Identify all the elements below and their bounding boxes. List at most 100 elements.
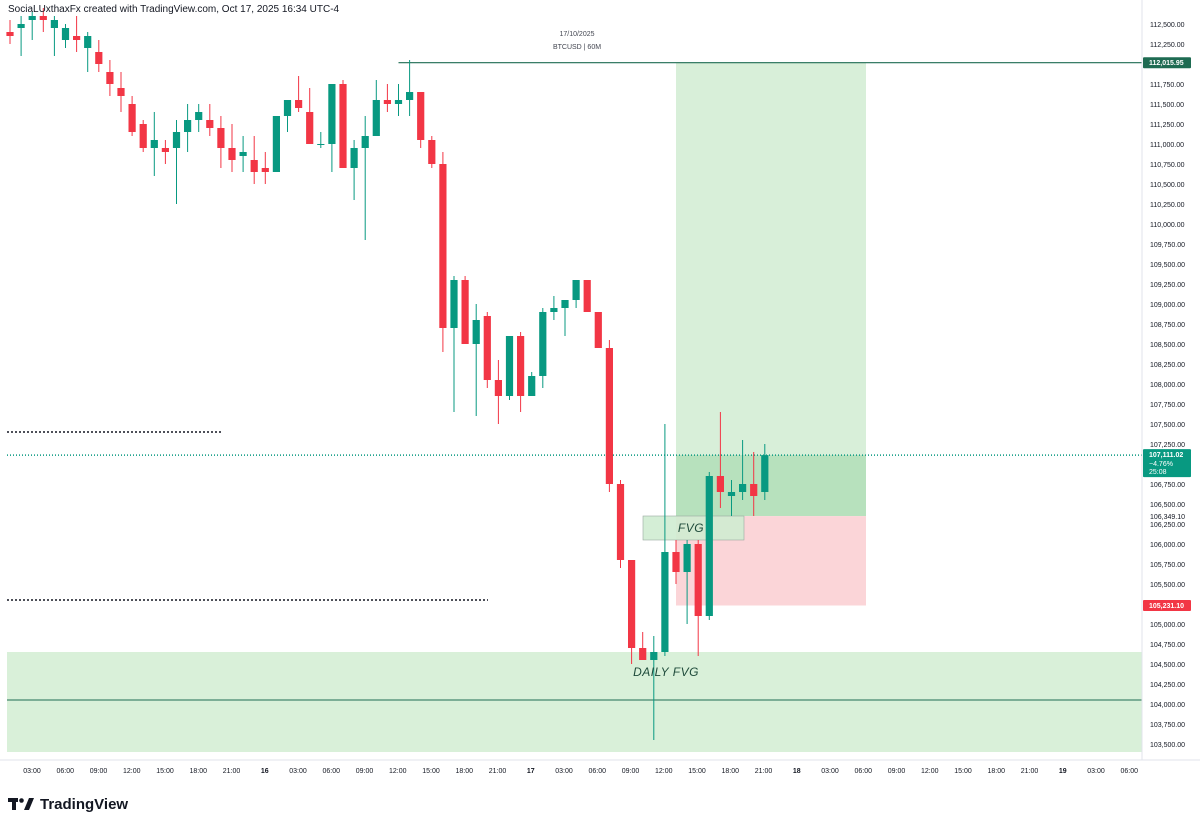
candle[interactable] (594, 312, 602, 348)
candle[interactable] (239, 136, 247, 172)
candle[interactable] (394, 84, 403, 116)
candle[interactable] (539, 308, 547, 388)
price-tick-label: 106,500.00 (1150, 502, 1185, 509)
price-axis[interactable]: 112,500.00112,250.00112,000.00111,750.00… (1141, 0, 1185, 760)
candle-body (494, 380, 502, 396)
candle[interactable] (550, 296, 558, 320)
candle[interactable] (628, 560, 636, 664)
candle[interactable] (172, 120, 181, 204)
candle[interactable] (39, 8, 47, 32)
price-tick-label: 105,500.00 (1150, 582, 1185, 589)
price-tick-label: 111,500.00 (1150, 102, 1184, 109)
candle[interactable] (17, 16, 25, 56)
candle[interactable] (206, 104, 214, 136)
candle[interactable] (217, 116, 225, 168)
candle[interactable] (561, 300, 569, 336)
candle[interactable] (750, 452, 758, 516)
candle[interactable] (639, 632, 647, 660)
candle[interactable] (661, 424, 669, 656)
candle[interactable] (650, 636, 658, 740)
candle[interactable] (317, 132, 325, 148)
candle[interactable] (306, 88, 314, 144)
candle[interactable] (572, 280, 580, 308)
candle[interactable] (261, 152, 269, 184)
candle-body (528, 376, 536, 396)
candle[interactable] (28, 12, 36, 40)
candles-layer[interactable] (6, 8, 769, 740)
candle[interactable] (439, 152, 447, 352)
candle-body (172, 132, 181, 148)
candle-body (716, 476, 724, 492)
fvg-zone (642, 515, 745, 541)
candle[interactable] (705, 472, 713, 620)
candle[interactable] (106, 60, 114, 96)
candle-body (439, 164, 447, 328)
candle[interactable] (450, 276, 458, 412)
candle-body (295, 100, 303, 108)
price-label-bg (1143, 510, 1193, 522)
candle[interactable] (605, 340, 613, 492)
candle[interactable] (517, 332, 525, 412)
candle[interactable] (150, 112, 158, 176)
candle[interactable] (616, 480, 625, 568)
candle[interactable] (461, 276, 469, 344)
price-tick-label: 109,000.00 (1150, 302, 1185, 309)
candle[interactable] (272, 116, 280, 172)
candle[interactable] (372, 80, 380, 136)
candle-body (572, 280, 580, 300)
candle[interactable] (139, 120, 147, 152)
candle[interactable] (494, 360, 502, 424)
candle[interactable] (428, 136, 436, 168)
candle[interactable] (328, 84, 336, 172)
candle[interactable] (716, 412, 724, 508)
candle[interactable] (228, 124, 236, 172)
candle[interactable] (184, 104, 192, 152)
candle[interactable] (417, 92, 425, 148)
candle[interactable] (528, 372, 536, 396)
candle[interactable] (339, 80, 347, 168)
candle-body (605, 348, 613, 484)
time-axis[interactable]: 03:00 06:00 09:00 12:00 15:00 18:00 21:00 16 03:… (0, 759, 1200, 775)
candle[interactable] (95, 40, 103, 72)
candle[interactable] (694, 540, 702, 656)
candle[interactable] (84, 32, 92, 72)
candle[interactable] (383, 84, 391, 112)
price-label-bg (1143, 449, 1191, 478)
candle[interactable] (195, 104, 203, 132)
price-tick-label: 109,250.00 (1150, 282, 1185, 289)
candle-body (350, 148, 358, 168)
candle[interactable] (672, 540, 680, 584)
candle[interactable] (250, 136, 258, 184)
candle[interactable] (61, 24, 70, 48)
candle[interactable] (73, 16, 81, 52)
candle[interactable] (161, 140, 169, 164)
candle[interactable] (406, 60, 414, 116)
candle[interactable] (6, 20, 14, 44)
candle[interactable] (361, 116, 369, 240)
watermark: 17/10/2025 BTCUSD | 60M (553, 31, 601, 51)
candle[interactable] (505, 336, 514, 400)
candle[interactable] (50, 16, 58, 56)
candle[interactable] (283, 100, 292, 132)
price-tick-label: 110,000.00 (1150, 222, 1185, 229)
candle-body (628, 560, 636, 648)
candle[interactable] (761, 444, 769, 500)
candle[interactable] (583, 280, 591, 312)
price-label-change: −4.76% (1149, 461, 1173, 468)
candle[interactable] (483, 312, 491, 388)
candle[interactable] (295, 76, 303, 112)
candle-body (517, 336, 525, 396)
candle-body (250, 160, 258, 172)
candle[interactable] (727, 480, 736, 516)
candle[interactable] (128, 96, 136, 136)
candle[interactable] (350, 140, 358, 200)
candle[interactable] (683, 540, 691, 624)
candle[interactable] (739, 440, 747, 500)
time-tick-label: 21:00 (489, 768, 507, 775)
candle[interactable] (472, 304, 480, 416)
time-tick-label: 12:00 (655, 768, 673, 775)
candle[interactable] (117, 72, 125, 112)
price-label-bg (1143, 600, 1191, 612)
tradingview-brand[interactable]: TradingView (8, 794, 128, 814)
